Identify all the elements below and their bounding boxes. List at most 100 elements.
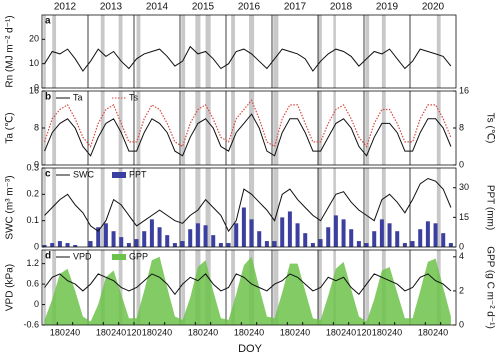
bar	[226, 243, 231, 247]
y2-tick-label: 2	[459, 285, 464, 295]
bar	[188, 229, 193, 247]
year-label: 2020	[422, 2, 445, 13]
shaded-period	[381, 91, 386, 165]
y2-tick-label: 4	[459, 251, 464, 261]
shaded-period	[381, 15, 386, 88]
year-label: 2016	[238, 2, 261, 13]
shaded-period	[249, 15, 255, 88]
y2-tick-label: 8	[459, 122, 464, 132]
bar	[387, 223, 392, 247]
y-tick-label: 0	[34, 82, 39, 92]
bar	[364, 243, 369, 247]
bar	[42, 245, 47, 247]
shaded-period	[231, 91, 235, 165]
legend-label: Ts	[129, 92, 139, 102]
x-tick-label: 240	[341, 327, 356, 337]
bar	[441, 233, 446, 247]
shaded-period	[318, 15, 322, 88]
y-tick-label: 0	[34, 299, 39, 309]
legend-label: GPP	[129, 251, 148, 261]
shaded-period	[100, 91, 105, 165]
line	[44, 177, 452, 233]
bar	[88, 241, 93, 247]
panel: 0 10 20 Rn (MJ m⁻² d⁻¹) a	[5, 14, 457, 92]
year-label: 2012	[54, 2, 77, 13]
bar	[180, 241, 185, 247]
x-tick-label: 180	[142, 327, 157, 337]
y-axis-title: Ta (℃)	[5, 112, 16, 143]
x-tick-label: 120	[356, 327, 371, 337]
bar	[318, 239, 323, 247]
x-tick-label: 180	[50, 327, 65, 337]
y-tick-label: 0	[34, 241, 39, 251]
shaded-period	[318, 91, 322, 165]
year-label: 2019	[376, 2, 399, 13]
bar	[50, 243, 55, 247]
x-tick-label: 240	[387, 327, 402, 337]
shaded-period	[43, 250, 46, 325]
shaded-period	[181, 168, 186, 247]
y2-tick-label: 0	[459, 241, 464, 251]
year-label: 2015	[192, 2, 215, 13]
bar	[73, 245, 78, 247]
y-tick-label: 20	[29, 34, 39, 44]
line	[44, 99, 452, 148]
shaded-period	[118, 15, 123, 88]
bar	[395, 231, 400, 247]
bar	[372, 231, 377, 247]
x-tick-label: 180	[188, 327, 203, 337]
shaded-period	[205, 91, 211, 165]
shaded-period	[52, 15, 57, 88]
bar	[234, 223, 239, 247]
x-tick-label: 180	[326, 327, 341, 337]
shaded-period	[333, 168, 336, 247]
shaded-period	[136, 15, 141, 88]
year-label: 2018	[330, 2, 353, 13]
bar	[211, 235, 216, 247]
bar	[295, 223, 300, 247]
y2-tick-label: 0	[459, 159, 464, 169]
bar	[157, 227, 162, 247]
bar	[379, 219, 384, 247]
year-label: 2013	[100, 2, 123, 13]
bar	[448, 243, 453, 247]
legend-swatch	[112, 172, 126, 178]
y-tick-label: 16	[29, 85, 39, 95]
y-axis-title: VPD (kPa)	[5, 264, 16, 311]
bar	[103, 223, 108, 247]
shaded-period	[249, 91, 255, 165]
panel-label: c	[45, 169, 51, 180]
y2-tick-label: 15	[459, 212, 469, 222]
shaded-period	[205, 168, 211, 247]
bar	[241, 207, 246, 247]
shaded-period	[365, 91, 370, 165]
y-tick-label: 0.3	[26, 162, 39, 172]
y-tick-label: 10	[29, 58, 39, 68]
y-tick-label: 0.6	[26, 278, 39, 288]
shaded-period	[195, 168, 201, 247]
bar	[126, 243, 131, 247]
shaded-period	[365, 250, 370, 325]
shaded-period	[43, 168, 46, 247]
x-tick-label: 240	[111, 327, 126, 337]
x-tick-label: 240	[203, 327, 218, 337]
x-tick-label: 240	[295, 327, 310, 337]
x-tick-label: 180	[418, 327, 433, 337]
x-tick-label: 180	[280, 327, 295, 337]
shaded-period	[249, 168, 255, 247]
x-tick-label: 180	[96, 327, 111, 337]
legend-label: Ta	[73, 92, 83, 102]
y-axis-title: Rn (MJ m⁻² d⁻¹)	[5, 15, 16, 87]
panel-frame	[41, 14, 457, 89]
shaded-period	[52, 168, 57, 247]
bar	[264, 241, 269, 247]
y2-tick-label: 16	[459, 85, 469, 95]
area	[44, 256, 451, 325]
shaded-period	[43, 15, 46, 88]
y-tick-label: 8	[34, 122, 39, 132]
shaded-period	[436, 168, 441, 247]
x-tick-label: 180	[234, 327, 249, 337]
panel-frame	[41, 167, 457, 248]
y2-axis-title: PPT (mm)	[484, 185, 495, 230]
x-tick-label: 180	[372, 327, 387, 337]
